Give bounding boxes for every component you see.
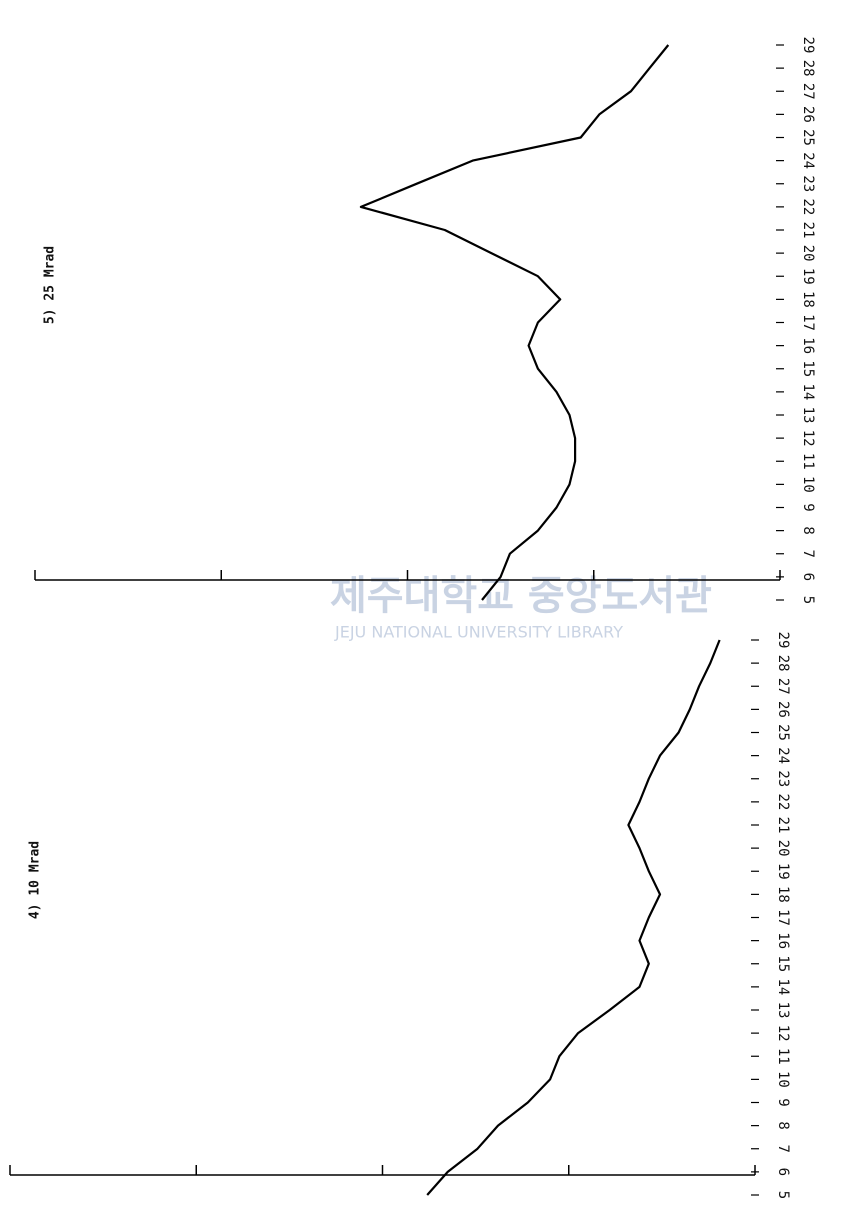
- x-tick-label: 8: [800, 526, 816, 534]
- x-tick-label: 6: [775, 1168, 791, 1176]
- x-tick-label: 19: [800, 268, 816, 285]
- x-tick-label: 8: [775, 1121, 791, 1129]
- x-tick-label: 6: [800, 573, 816, 581]
- x-tick-label: 24: [775, 747, 791, 764]
- x-tick-label: 10: [775, 1071, 791, 1088]
- trace: [426, 639, 721, 1196]
- x-tick-label: 5: [775, 1191, 791, 1199]
- x-tick-label: 29: [800, 37, 816, 54]
- x-tick-label: 27: [775, 678, 791, 695]
- x-tick-label: 29: [775, 632, 791, 649]
- x-tick-label: 15: [775, 955, 791, 972]
- x-tick-label: 21: [800, 222, 816, 239]
- x-tick-label: 10: [800, 476, 816, 493]
- x-tick-label: 19: [775, 863, 791, 880]
- x-tick-label: 7: [800, 550, 816, 558]
- x-tick-label: 16: [775, 932, 791, 949]
- x-tick-label: 11: [800, 453, 816, 470]
- x-tick-label: 22: [775, 793, 791, 810]
- x-tick-label: 12: [800, 430, 816, 447]
- x-tick-label: 13: [800, 407, 816, 424]
- x-tick-label: 5: [800, 596, 816, 604]
- x-tick-label: 18: [775, 886, 791, 903]
- x-tick-label: 22: [800, 198, 816, 215]
- x-tick-label: 13: [775, 1002, 791, 1019]
- x-tick-label: 14: [800, 383, 816, 400]
- x-tick-label: 7: [775, 1145, 791, 1153]
- x-tick-label: 17: [800, 314, 816, 331]
- x-tick-label: 27: [800, 83, 816, 100]
- x-tick-label: 23: [775, 770, 791, 787]
- x-tick-label: 25: [775, 724, 791, 741]
- x-tick-label: 21: [775, 817, 791, 834]
- x-tick-label: 9: [800, 503, 816, 511]
- x-tick-label: 28: [775, 655, 791, 672]
- x-tick-label: 12: [775, 1025, 791, 1042]
- x-tick-label: 26: [775, 701, 791, 718]
- x-tick-label: 28: [800, 60, 816, 77]
- watermark-english: JEJU NATIONAL UNIVERSITY LIBRARY: [334, 623, 623, 642]
- x-tick-label: 20: [775, 840, 791, 857]
- x-tick-label: 26: [800, 106, 816, 123]
- x-tick-label: 14: [775, 978, 791, 995]
- x-tick-label: 15: [800, 360, 816, 377]
- chart-bottom: 5 6 7 8 9 10 11 12 13 14 15 16 17 18 19 20 21 22 23 24 25 26 2…: [9, 632, 791, 1199]
- chart-top: 5 6 7 8 9 10 11 12 13 14 15 16 17 18 19 20 21 22 23 24 25 26 2…: [34, 37, 816, 604]
- x-tick-label: 17: [775, 909, 791, 926]
- x-tick-label: 24: [800, 152, 816, 169]
- x-tick-label: 16: [800, 337, 816, 354]
- chart-title: 4) 10 Mrad: [28, 841, 43, 919]
- x-tick-label: 25: [800, 129, 816, 146]
- x-tick-label: 20: [800, 245, 816, 262]
- x-tick-label: 23: [800, 175, 816, 192]
- x-tick-label: 11: [775, 1048, 791, 1065]
- x-tick-label: 18: [800, 291, 816, 308]
- x-tick-label: 9: [775, 1098, 791, 1106]
- chart-title: 5) 25 Mrad: [43, 246, 58, 324]
- trace: [359, 44, 670, 601]
